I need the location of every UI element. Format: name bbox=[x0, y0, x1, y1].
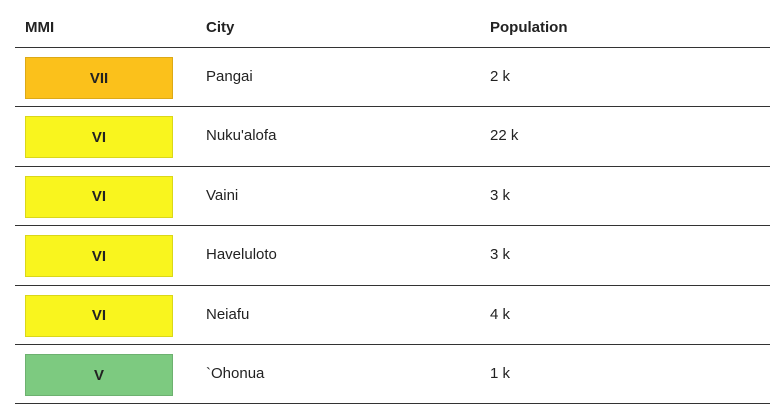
city-cell: Nuku'alofa bbox=[206, 127, 277, 145]
table-row: V `Ohonua 1 k bbox=[0, 345, 778, 404]
row-divider bbox=[15, 285, 770, 286]
table-row: VI Neiafu 4 k bbox=[0, 286, 778, 345]
mmi-badge: VI bbox=[25, 294, 173, 337]
population-cell: 3 k bbox=[490, 186, 511, 204]
row-divider bbox=[15, 166, 770, 167]
table-row: VI Vaini 3 k bbox=[0, 167, 778, 226]
mmi-badge: VII bbox=[25, 57, 173, 99]
city-cell: `Ohonua bbox=[206, 365, 265, 382]
table-row: VI Haveluloto 3 k bbox=[0, 226, 778, 285]
mmi-badge: V bbox=[25, 354, 173, 396]
population-cell: 22 k bbox=[490, 127, 519, 145]
header-divider bbox=[15, 47, 770, 48]
population-cell: 1 k bbox=[490, 365, 511, 382]
header-population: Population bbox=[490, 19, 568, 36]
mmi-badge: VI bbox=[25, 175, 173, 218]
city-cell: Vaini bbox=[206, 186, 239, 204]
header-city: City bbox=[206, 19, 235, 36]
mmi-badge: VI bbox=[25, 116, 173, 159]
row-divider bbox=[15, 225, 770, 226]
row-divider bbox=[15, 403, 770, 404]
row-divider bbox=[15, 106, 770, 107]
city-cell: Pangai bbox=[206, 68, 253, 85]
population-cell: 2 k bbox=[490, 68, 511, 85]
population-cell: 3 k bbox=[490, 246, 511, 264]
row-divider bbox=[15, 344, 770, 345]
header-mmi: MMI bbox=[25, 19, 55, 36]
table-row: VII Pangai 2 k bbox=[0, 48, 778, 107]
city-cell: Neiafu bbox=[206, 305, 250, 323]
mmi-badge: VI bbox=[25, 235, 173, 278]
population-cell: 4 k bbox=[490, 305, 511, 323]
city-cell: Haveluloto bbox=[206, 246, 277, 264]
table-row: VI Nuku'alofa 22 k bbox=[0, 107, 778, 166]
